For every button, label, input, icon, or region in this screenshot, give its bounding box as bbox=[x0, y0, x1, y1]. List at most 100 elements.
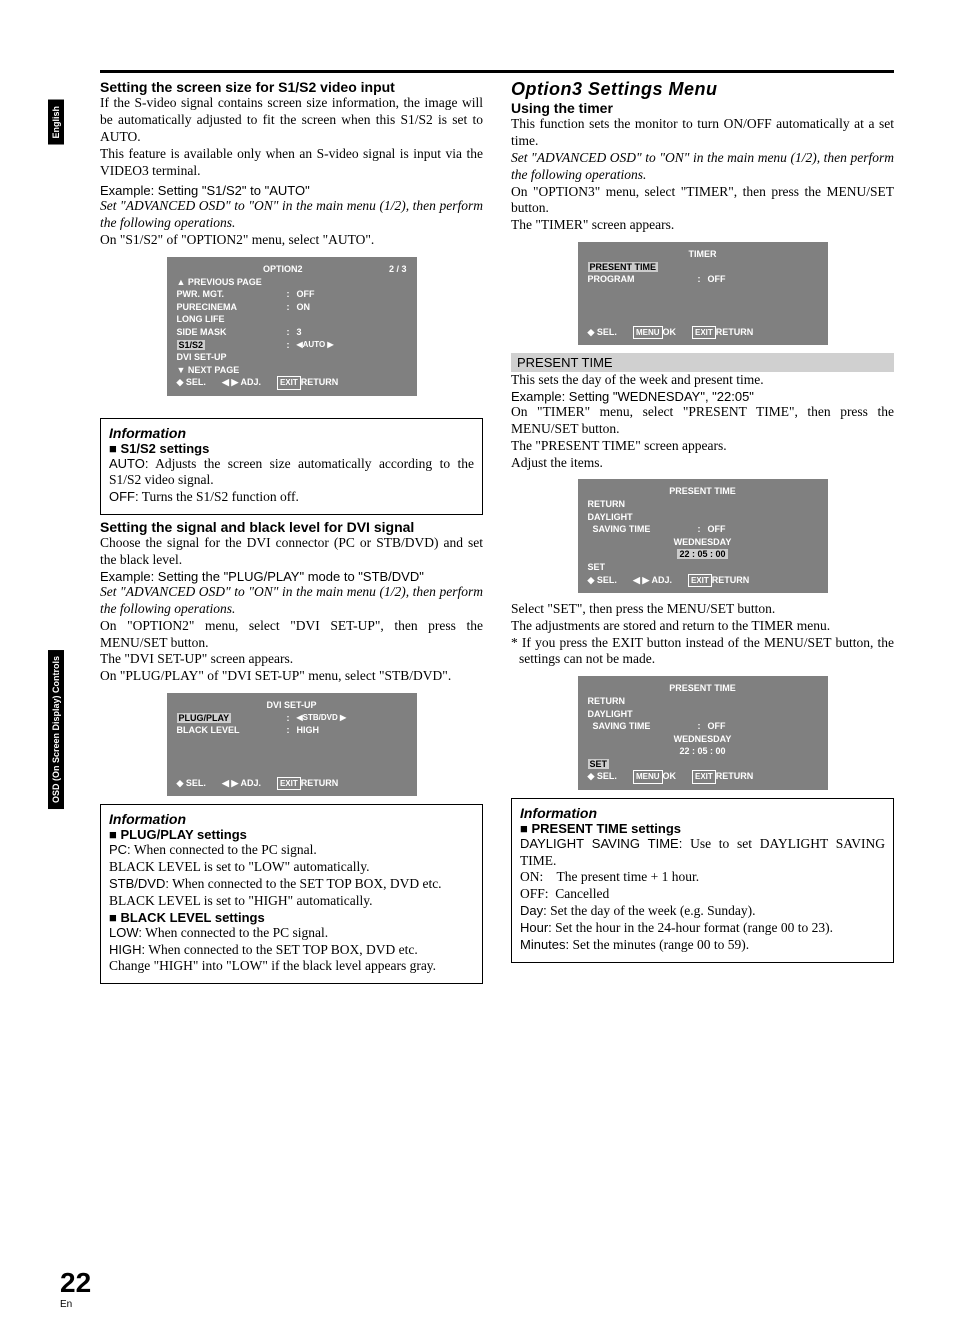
rosd2-day: WEDNESDAY bbox=[588, 536, 818, 549]
left-h1: Setting the screen size for S1/S2 video … bbox=[100, 79, 483, 95]
info2-stb: STB/DVD: bbox=[109, 876, 169, 891]
rosd3-title: PRESENT TIME bbox=[588, 682, 818, 695]
rinfo-hour: Hour: bbox=[520, 920, 552, 935]
rosd3-dl: DAYLIGHT bbox=[588, 708, 818, 721]
left-column: Setting the screen size for S1/S2 video … bbox=[100, 79, 483, 984]
side-tab-osd: OSD (On Screen Display) Controls bbox=[48, 650, 64, 809]
osd-present-time-1: PRESENT TIME RETURN DAYLIGHT SAVING TIME… bbox=[578, 479, 828, 592]
osd1-r4l: S1/S2 bbox=[177, 340, 206, 350]
left-p1: If the S-video signal contains screen si… bbox=[100, 95, 483, 146]
info2-h1: PLUG/PLAY settings bbox=[109, 827, 474, 842]
osd1-exit: EXIT bbox=[277, 376, 301, 389]
osd1-r4v: ◀AUTO ▶ bbox=[297, 339, 334, 352]
osd-option2: OPTION2 2 / 3 ▲ PREVIOUS PAGE PWR. MGT.:… bbox=[167, 257, 417, 396]
rosd2-time: 22 : 05 : 00 bbox=[677, 549, 727, 559]
right-it1: Set "ADVANCED OSD" to "ON" in the main m… bbox=[511, 150, 894, 184]
osd1-page: 2 / 3 bbox=[389, 263, 407, 276]
right-p5: On "TIMER" menu, select "PRESENT TIME", … bbox=[511, 404, 894, 438]
rosd2-exit: EXIT bbox=[688, 574, 712, 587]
osd-dvi: DVI SET-UP PLUG/PLAY:◀STB/DVD ▶ BLACK LE… bbox=[167, 693, 417, 796]
osd1-r1v: ON bbox=[297, 301, 311, 314]
info-box-present: Information PRESENT TIME settings DAYLIG… bbox=[511, 798, 894, 963]
info2-low: LOW: bbox=[109, 925, 142, 940]
osd1-adj: ◀ ▶ ADJ. bbox=[222, 376, 261, 389]
info2-stb-t: When connected to the SET TOP BOX, DVD e… bbox=[172, 876, 441, 891]
osd1-sel: ◆ SEL. bbox=[177, 376, 206, 389]
osd2-adj: ◀ ▶ ADJ. bbox=[222, 777, 261, 790]
rosd2-sv: SAVING TIME bbox=[588, 523, 698, 536]
right-p8: Select "SET", then press the MENU/SET bu… bbox=[511, 601, 894, 618]
info2-last: Change "HIGH" into "LOW" if the black le… bbox=[109, 958, 474, 975]
rosd1-title: TIMER bbox=[588, 248, 818, 261]
rosd2-set: SET bbox=[588, 561, 818, 574]
osd2-exit: EXIT bbox=[277, 777, 301, 790]
present-time-bar: PRESENT TIME bbox=[511, 353, 894, 372]
rosd3-exit: EXIT bbox=[692, 770, 716, 783]
osd2-title: DVI SET-UP bbox=[177, 699, 407, 712]
rosd3-svv: OFF bbox=[708, 720, 726, 733]
rosd1-r1l: PROGRAM bbox=[588, 273, 698, 286]
osd-present-time-2: PRESENT TIME RETURN DAYLIGHT SAVING TIME… bbox=[578, 676, 828, 789]
osd2-r1l: BLACK LEVEL bbox=[177, 724, 287, 737]
rinfo-min: Minutes: bbox=[520, 937, 569, 952]
osd1-r0l: PWR. MGT. bbox=[177, 288, 287, 301]
info2-pc: PC: bbox=[109, 842, 131, 857]
left-p2: This feature is available only when an S… bbox=[100, 146, 483, 180]
right-p1: This function sets the monitor to turn O… bbox=[511, 116, 894, 150]
osd1-r1l: PURECINEMA bbox=[177, 301, 287, 314]
rosd3-ret: RETURN bbox=[716, 771, 754, 781]
side-tab-english: English bbox=[48, 100, 64, 145]
rosd2-dl: DAYLIGHT bbox=[588, 511, 818, 524]
left-h2: Setting the signal and black level for D… bbox=[100, 519, 483, 535]
osd2-sel: ◆ SEL. bbox=[177, 777, 206, 790]
rosd3-day: WEDNESDAY bbox=[588, 733, 818, 746]
rosd3-return: RETURN bbox=[588, 695, 818, 708]
rosd3-sv: SAVING TIME bbox=[588, 720, 698, 733]
right-p9: The adjustments are stored and return to… bbox=[511, 618, 894, 635]
rinfo-on: ON: The present time + 1 hour. bbox=[520, 869, 885, 886]
right-p3: The "TIMER" screen appears. bbox=[511, 217, 894, 234]
osd1-prev: ▲ PREVIOUS PAGE bbox=[177, 276, 407, 289]
osd1-next: ▼ NEXT PAGE bbox=[177, 364, 407, 377]
info1-auto-t: Adjusts the screen size automatically ac… bbox=[109, 456, 474, 488]
rinfo-min-t: Set the minutes (range 00 to 59). bbox=[573, 937, 750, 952]
osd2-ret: RETURN bbox=[301, 778, 339, 788]
info2-low-t: When connected to the PC signal. bbox=[145, 925, 328, 940]
right-p2: On "OPTION3" menu, select "TIMER", then … bbox=[511, 184, 894, 218]
rosd3-menu: MENU bbox=[633, 770, 663, 783]
rinfo-title: Information bbox=[520, 805, 885, 821]
left-ex1: Example: Setting "S1/S2" to "AUTO" bbox=[100, 183, 483, 198]
rinfo-day: Day: bbox=[520, 903, 547, 918]
left-p5: On "OPTION2" menu, select "DVI SET-UP", … bbox=[100, 618, 483, 652]
osd1-title: OPTION2 bbox=[263, 263, 303, 276]
info2-h2: BLACK LEVEL settings bbox=[109, 910, 474, 925]
rosd3-set: SET bbox=[588, 759, 610, 769]
info2-pc-t: When connected to the PC signal. bbox=[134, 842, 317, 857]
rosd2-title: PRESENT TIME bbox=[588, 485, 818, 498]
rosd1-ret: RETURN bbox=[716, 327, 754, 337]
rosd2-adj: ◀ ▶ ADJ. bbox=[633, 574, 672, 587]
osd1-r0v: OFF bbox=[297, 288, 315, 301]
info1-off: OFF: bbox=[109, 489, 139, 504]
page-lang: En bbox=[60, 1299, 91, 1310]
left-it2: Set "ADVANCED OSD" to "ON" in the main m… bbox=[100, 584, 483, 618]
left-it1: Set "ADVANCED OSD" to "ON" in the main m… bbox=[100, 198, 483, 232]
page-number-big: 22 bbox=[60, 1267, 91, 1298]
right-h1: Using the timer bbox=[511, 100, 894, 116]
rosd3-sel: ◆ SEL. bbox=[588, 770, 617, 783]
info1-h: S1/S2 settings bbox=[109, 441, 474, 456]
right-p4: This sets the day of the week and presen… bbox=[511, 372, 894, 389]
osd-timer: TIMER PRESENT TIME PROGRAM:OFF ◆ SEL. ME… bbox=[578, 242, 828, 345]
rinfo-day-t: Set the day of the week (e.g. Sunday). bbox=[550, 903, 755, 918]
content-columns: Setting the screen size for S1/S2 video … bbox=[100, 79, 894, 984]
right-column: Option3 Settings Menu Using the timer Th… bbox=[511, 79, 894, 984]
osd1-r5l: DVI SET-UP bbox=[177, 351, 287, 364]
osd2-r0v: ◀STB/DVD ▶ bbox=[297, 712, 347, 725]
rosd1-r0l: PRESENT TIME bbox=[588, 262, 659, 272]
left-p4: Choose the signal for the DVI connector … bbox=[100, 535, 483, 569]
info2-high-t: When connected to the SET TOP BOX, DVD e… bbox=[148, 942, 417, 957]
info-box-dvi: Information PLUG/PLAY settings PC: When … bbox=[100, 804, 483, 984]
info2-stb2: BLACK LEVEL is set to "HIGH" automatical… bbox=[109, 893, 474, 910]
right-p7: Adjust the items. bbox=[511, 455, 894, 472]
osd2-r1v: HIGH bbox=[297, 724, 320, 737]
